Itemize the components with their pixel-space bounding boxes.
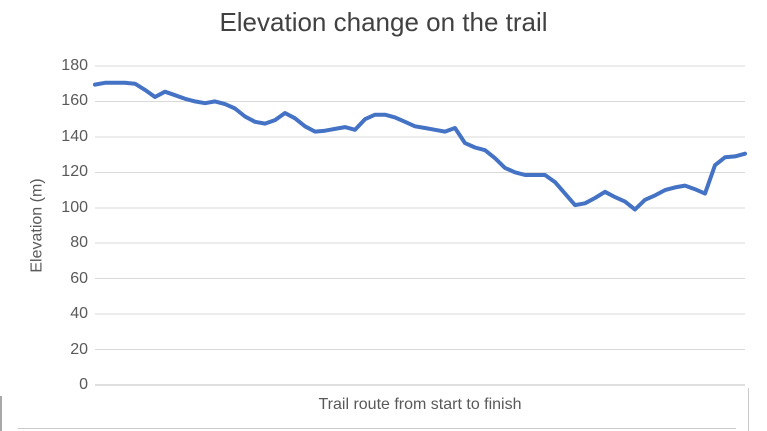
- x-axis-title: Trail route from start to finish: [318, 396, 522, 413]
- y-tick-label: 140: [61, 127, 88, 145]
- y-tick-label: 180: [61, 57, 88, 74]
- y-tick-label: 60: [70, 269, 88, 287]
- y-tick-label: 20: [70, 340, 88, 358]
- y-tick-label: 120: [61, 163, 88, 181]
- screen-edge-artifact-left: [0, 396, 2, 431]
- elevation-series-line: [93, 80, 747, 212]
- chart-title: Elevation change on the trail: [219, 7, 548, 37]
- screen-edge-artifact-right: [748, 388, 749, 431]
- y-tick-label: 100: [61, 198, 88, 216]
- y-tick-label: 160: [61, 92, 88, 110]
- y-tick-label: 40: [70, 305, 88, 323]
- screen-edge-artifact-bottom: [18, 428, 736, 429]
- y-tick-label: 80: [70, 234, 88, 252]
- y-tick-label: 0: [79, 376, 88, 393]
